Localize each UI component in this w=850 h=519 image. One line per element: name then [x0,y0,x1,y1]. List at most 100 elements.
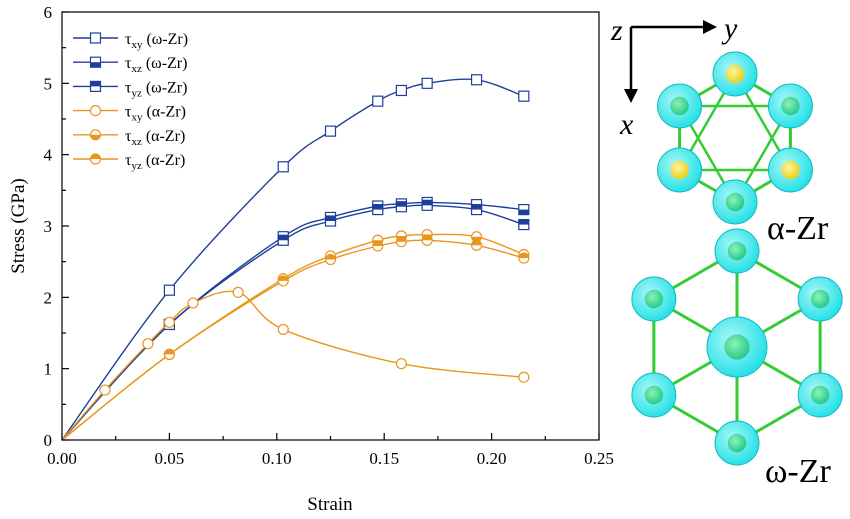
legend-entry-w_xz: τxz (ω-Zr) [125,55,187,75]
data-point-w_xy [372,95,384,107]
atom [631,372,677,418]
x-tick-label: 0.15 [369,449,399,468]
legend-entry-w_xy: τxy (ω-Zr) [125,31,188,51]
atom [706,316,768,378]
coordinate-axes: z y x [610,12,738,141]
data-point-a_xy [232,286,244,298]
crystal-structures: z y x α-Zr ω-Zr [610,12,843,490]
legend-entry-a_xy: τxy (α-Zr) [125,104,186,124]
atom-core [644,289,664,309]
y-tick-label: 5 [44,74,53,93]
omega-zr-label: ω-Zr [765,453,831,490]
x-tick-label: 0.05 [155,449,185,468]
data-point-a_yz [518,252,530,264]
x-tick-label: 0.25 [584,449,614,468]
legend-marker-a_xy [89,104,102,117]
data-point-w_xy [324,125,337,137]
legend-marker-w_xy [89,32,102,44]
data-point-a_yz [163,348,175,360]
y-axis-arrowhead [703,20,717,34]
data-point-w_yz [518,218,530,231]
legend-entry-w_yz: τyz (ω-Zr) [125,79,187,99]
atom-core [724,334,750,360]
data-point-w_xy [277,161,289,173]
ticks-layer: 0.00 0.05 0.10 0.15 0.20 0.25 0 1 2 3 4 5 6 [44,3,614,468]
atom-core [781,96,800,116]
data-point-a_xy [518,371,530,383]
atom [797,276,843,322]
x-axis-label: x [619,108,634,141]
series-line-a_xz [61,233,525,441]
data-point-a_xy [142,338,154,350]
atom-core [644,385,664,405]
atom-yellow [657,147,703,193]
atom [712,179,758,225]
atom-core [781,160,800,180]
data-point-a_xy [187,297,199,309]
data-point-w_xz [518,203,530,216]
y-tick-label: 3 [44,217,53,236]
data-point-w_yz [470,203,483,216]
x-tick-label: 0.00 [47,449,77,468]
data-point-a_yz [277,275,289,287]
atom-core [670,160,689,180]
series-line-a_xy [61,290,524,441]
data-point-w_xy [395,84,407,97]
atom-yellow [712,51,758,97]
atom [714,420,760,466]
data-point-w_yz [372,203,384,216]
series-layer [61,74,530,441]
atom-core [810,385,830,405]
atom [657,83,703,129]
data-point-w_xy [163,284,175,296]
x-tick-label: 0.20 [477,449,507,468]
atom-yellow [767,147,813,193]
atom [797,372,843,418]
data-point-w_xy [421,77,433,89]
y-tick-label: 6 [44,3,53,22]
atom-core [670,96,689,116]
legend-entry-a_xz: τxz (α-Zr) [125,128,185,148]
data-point-a_yz [324,253,337,266]
omega-zr-structure [631,228,843,466]
z-axis-label: z [610,14,623,47]
y-tick-label: 1 [44,360,53,379]
data-point-a_xy [277,323,289,336]
x-tick-label: 0.10 [262,449,292,468]
data-point-a_yz [395,236,407,248]
alpha-zr-structure [657,51,813,225]
atom-core [725,64,745,84]
data-point-a_yz [421,234,433,246]
data-point-w_yz [324,215,337,227]
legend-marker-w_xz [89,56,102,68]
alpha-zr-label: α-Zr [767,210,829,247]
atom [767,83,813,129]
legend-marker-a_yz [89,153,102,165]
data-point-a_xy [395,358,407,370]
atom-core [727,241,747,261]
atom [714,228,760,274]
data-point-a_yz [372,240,384,252]
data-point-a_xy [163,316,175,328]
data-point-w_yz [421,199,433,211]
atom-core [727,433,747,453]
data-point-a_yz [470,239,483,251]
y-axis-title: Stress (GPa) [8,178,29,274]
y-tick-label: 2 [44,288,53,307]
x-axis-title: Strain [307,494,353,515]
y-axis-label: y [721,12,738,45]
data-point-w_xy [470,74,483,86]
series-line-w_yz [61,204,525,441]
legend-entry-a_yz: τyz (α-Zr) [125,152,185,172]
data-point-w_xy [518,90,530,102]
legend-marker-w_yz [89,80,102,93]
series-line-w_xz [61,201,524,441]
y-tick-label: 0 [44,431,53,450]
stress-strain-plot: 0.00 0.05 0.10 0.15 0.20 0.25 0 1 2 3 4 5 6 Strain S… [8,3,614,515]
data-point-w_yz [395,201,407,213]
legend: τxy (ω-Zr) τxz (ω-Zr) τyz (ω-Zr) τxy (α-Zr)… [73,31,188,172]
atom-core [725,192,745,212]
atom-core [810,289,830,309]
x-axis-arrowhead [624,89,638,103]
